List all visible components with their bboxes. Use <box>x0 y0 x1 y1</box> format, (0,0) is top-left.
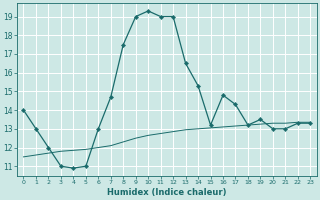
X-axis label: Humidex (Indice chaleur): Humidex (Indice chaleur) <box>107 188 227 197</box>
